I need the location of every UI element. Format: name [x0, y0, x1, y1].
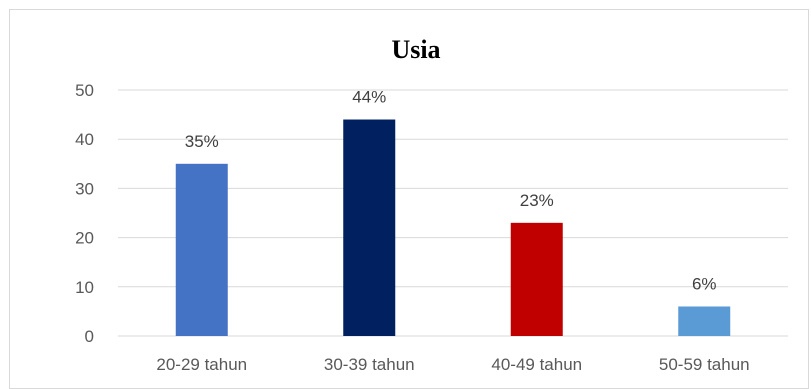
bar-chart: Usia 0 10 20 30 40 50 35% 20-29 tahun 44% 30-39 … [75, 35, 788, 373]
chart-frame [9, 9, 809, 389]
y-tick-label: 0 [85, 327, 94, 346]
y-tick-label: 10 [75, 278, 94, 297]
category-label: 50-59 tahun [659, 355, 750, 373]
y-tick-label: 50 [75, 81, 94, 100]
y-tick-label: 30 [75, 179, 94, 198]
category-label: 40-49 tahun [491, 355, 582, 373]
chart-title: Usia [391, 35, 440, 64]
bar [343, 119, 396, 337]
bar [175, 163, 228, 336]
data-label: 6% [692, 274, 717, 293]
data-label: 23% [520, 191, 554, 210]
data-label: 44% [352, 88, 386, 107]
bar [678, 306, 731, 336]
y-tick-label: 40 [75, 130, 94, 149]
y-tick-label: 20 [75, 229, 94, 248]
data-label: 35% [185, 132, 219, 151]
bar [510, 222, 563, 336]
category-label: 20-29 tahun [156, 355, 247, 373]
category-label: 30-39 tahun [324, 355, 415, 373]
